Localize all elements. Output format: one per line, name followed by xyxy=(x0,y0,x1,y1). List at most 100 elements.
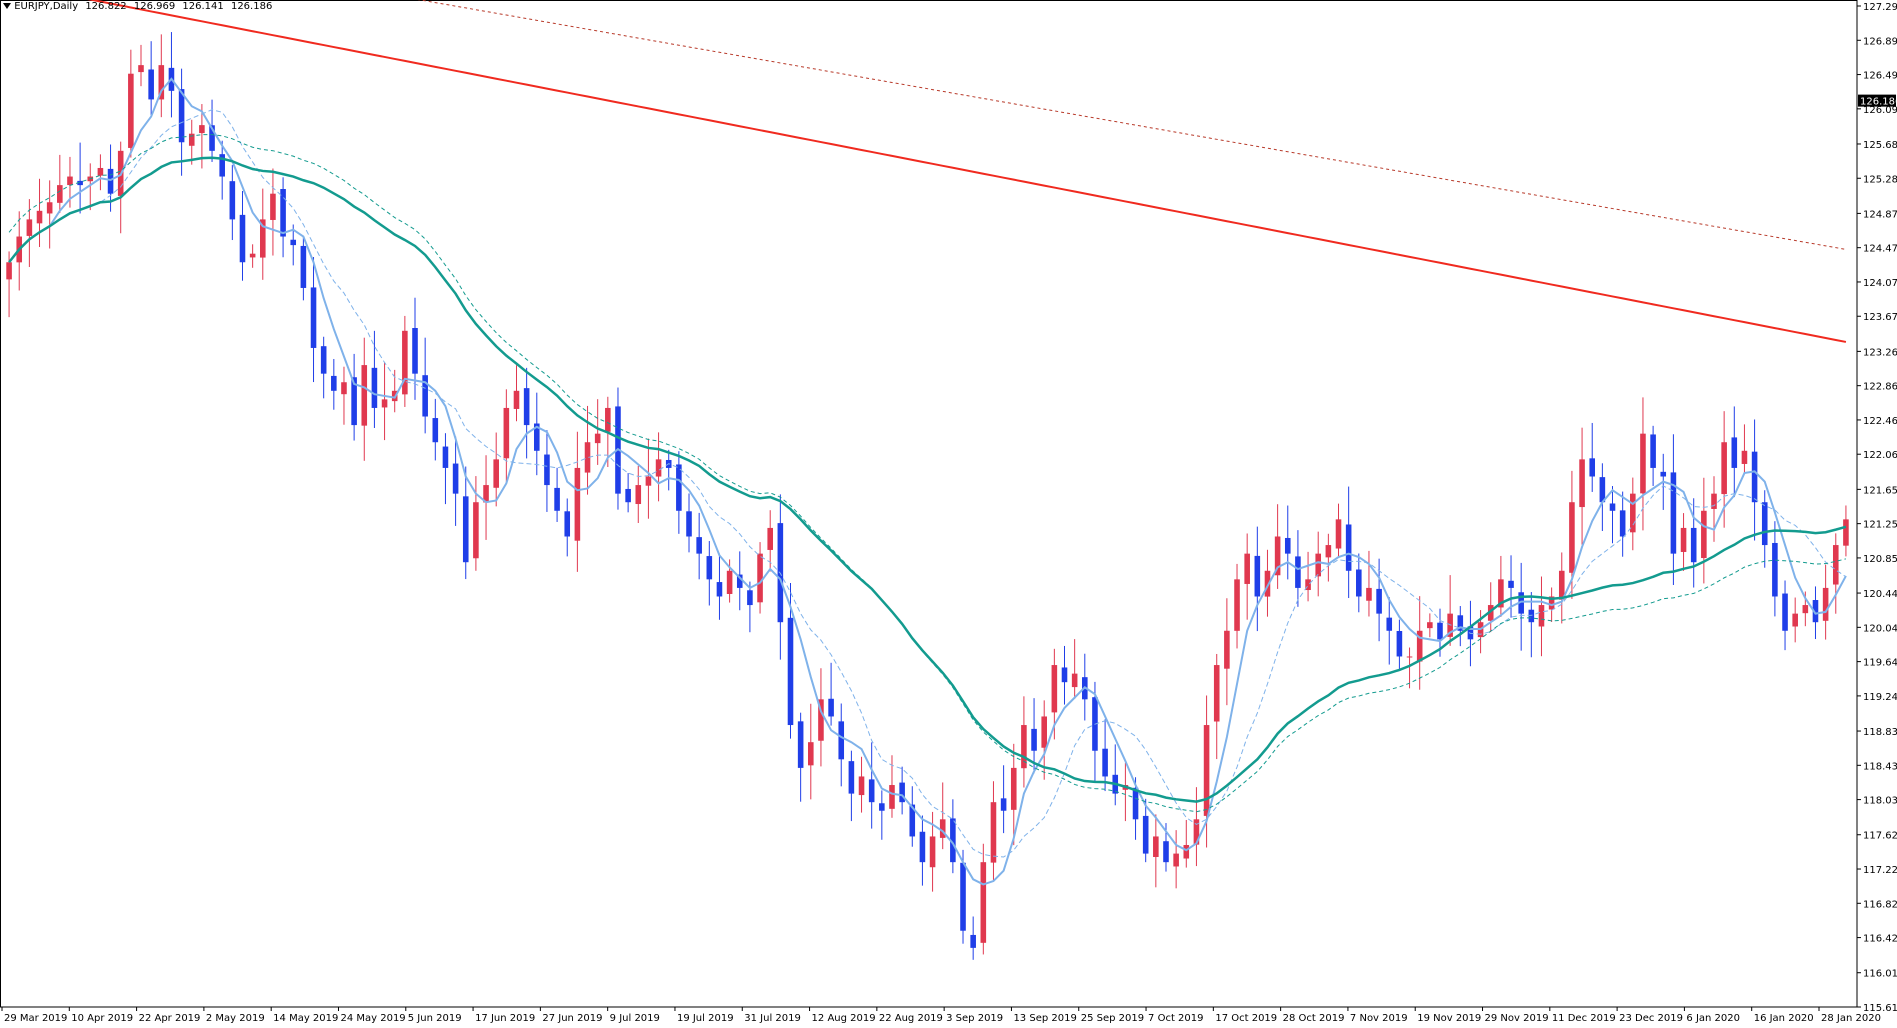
y-tick-label: 125.280 xyxy=(1863,174,1897,185)
candle-body xyxy=(1284,537,1291,554)
candle-body xyxy=(229,181,236,220)
x-tick-label: 25 Sep 2019 xyxy=(1081,1013,1144,1024)
candle-body xyxy=(1548,596,1555,610)
y-tick-label: 121.650 xyxy=(1863,485,1897,496)
candle-body xyxy=(1264,570,1271,597)
candle-body xyxy=(36,210,43,224)
candle-body xyxy=(645,476,652,486)
y-tick-label: 124.070 xyxy=(1863,278,1897,289)
current-price-label: 126.186 xyxy=(1860,97,1897,108)
candle-body xyxy=(1102,748,1108,777)
candle-body xyxy=(462,496,469,563)
candle-body xyxy=(1345,524,1352,571)
x-tick-label: 3 Sep 2019 xyxy=(946,1013,1003,1024)
candle-body xyxy=(1234,579,1240,631)
candle-body xyxy=(828,698,834,717)
candle-body xyxy=(432,418,439,443)
candle-body xyxy=(970,934,976,948)
candle-body xyxy=(473,502,479,559)
candle-body xyxy=(1335,519,1342,549)
candle-body xyxy=(1508,580,1514,588)
y-tick-label: 123.670 xyxy=(1863,312,1897,323)
candle-body xyxy=(767,527,773,550)
candle-body xyxy=(980,862,987,943)
candle-body xyxy=(97,167,104,176)
candle-body xyxy=(1802,605,1809,614)
y-tick-label: 122.060 xyxy=(1863,450,1897,461)
candle-body xyxy=(889,785,895,809)
candle-body xyxy=(219,154,225,177)
candle-body xyxy=(351,377,357,426)
candle-body xyxy=(1153,836,1159,858)
candle-body xyxy=(57,185,63,203)
candle-body xyxy=(523,388,530,426)
candle-body xyxy=(838,721,845,760)
y-tick-label: 120.440 xyxy=(1863,589,1897,600)
y-tick-label: 126.890 xyxy=(1863,36,1897,47)
triangle-down-icon[interactable] xyxy=(3,2,11,10)
candle-body xyxy=(67,176,73,186)
candle-body xyxy=(503,407,510,459)
candle-body xyxy=(1711,493,1717,509)
candle-body xyxy=(858,776,865,796)
candle-body xyxy=(1640,433,1646,494)
candle-body xyxy=(1396,630,1403,657)
chart-header: EURJPY,Daily 126.822 126.969 126.141 126… xyxy=(3,1,276,12)
x-tick-label: 16 Jan 2020 xyxy=(1754,1013,1814,1024)
ma-fast-line xyxy=(8,77,1847,886)
candle-body xyxy=(1589,458,1596,477)
candle-body xyxy=(1528,609,1535,623)
candle-body xyxy=(1274,536,1281,576)
candle-body xyxy=(1376,588,1382,614)
candle-body xyxy=(26,219,33,236)
x-tick-label: 19 Nov 2019 xyxy=(1417,1013,1481,1024)
candle-body xyxy=(1315,553,1322,577)
candle-body xyxy=(757,553,763,603)
candle-body xyxy=(960,862,966,931)
candle-body xyxy=(1041,716,1047,748)
candle-body xyxy=(1183,845,1190,859)
candle-body xyxy=(1518,592,1524,614)
candle-body xyxy=(300,245,307,288)
candle-body xyxy=(1427,622,1433,629)
candle-body xyxy=(686,511,692,537)
candle-body xyxy=(1599,477,1606,503)
candle-body xyxy=(1630,493,1636,533)
candle-body xyxy=(787,617,794,726)
candle-body xyxy=(533,423,540,451)
y-tick-label: 115.610 xyxy=(1863,1003,1897,1014)
y-tick-label: 125.680 xyxy=(1863,140,1897,151)
candle-body xyxy=(747,590,753,606)
candle-body xyxy=(1416,630,1423,662)
candle-body xyxy=(797,721,804,768)
candle-body xyxy=(270,193,276,220)
candle-body xyxy=(1224,630,1230,669)
y-tick-label: 122.860 xyxy=(1863,382,1897,393)
candle-body xyxy=(1609,503,1616,511)
candle-body xyxy=(1010,767,1017,810)
candle-body xyxy=(1660,471,1667,477)
candle-body xyxy=(1173,853,1179,867)
x-tick-label: 13 Sep 2019 xyxy=(1013,1013,1076,1024)
candle-body xyxy=(1579,459,1585,508)
candle-body xyxy=(635,485,642,505)
candle-body xyxy=(736,574,743,588)
ma-slow-dashed-line xyxy=(417,0,1847,250)
x-tick-label: 14 May 2019 xyxy=(273,1013,338,1024)
x-tick-label: 17 Jun 2019 xyxy=(475,1013,535,1024)
x-tick-label: 29 Nov 2019 xyxy=(1485,1013,1549,1024)
candle-body xyxy=(1254,555,1261,597)
x-tick-label: 22 Aug 2019 xyxy=(879,1013,943,1024)
candle-body xyxy=(1832,545,1839,585)
y-tick-label: 127.290 xyxy=(1863,2,1897,13)
candle-body xyxy=(209,125,215,151)
x-tick-label: 31 Jul 2019 xyxy=(744,1013,801,1024)
candle-body xyxy=(1193,819,1200,845)
candle-body xyxy=(46,202,53,214)
y-tick-label: 116.420 xyxy=(1863,934,1897,945)
y-tick-label: 118.830 xyxy=(1863,727,1897,738)
y-tick-label: 121.250 xyxy=(1863,520,1897,531)
candle-body xyxy=(1843,519,1849,546)
